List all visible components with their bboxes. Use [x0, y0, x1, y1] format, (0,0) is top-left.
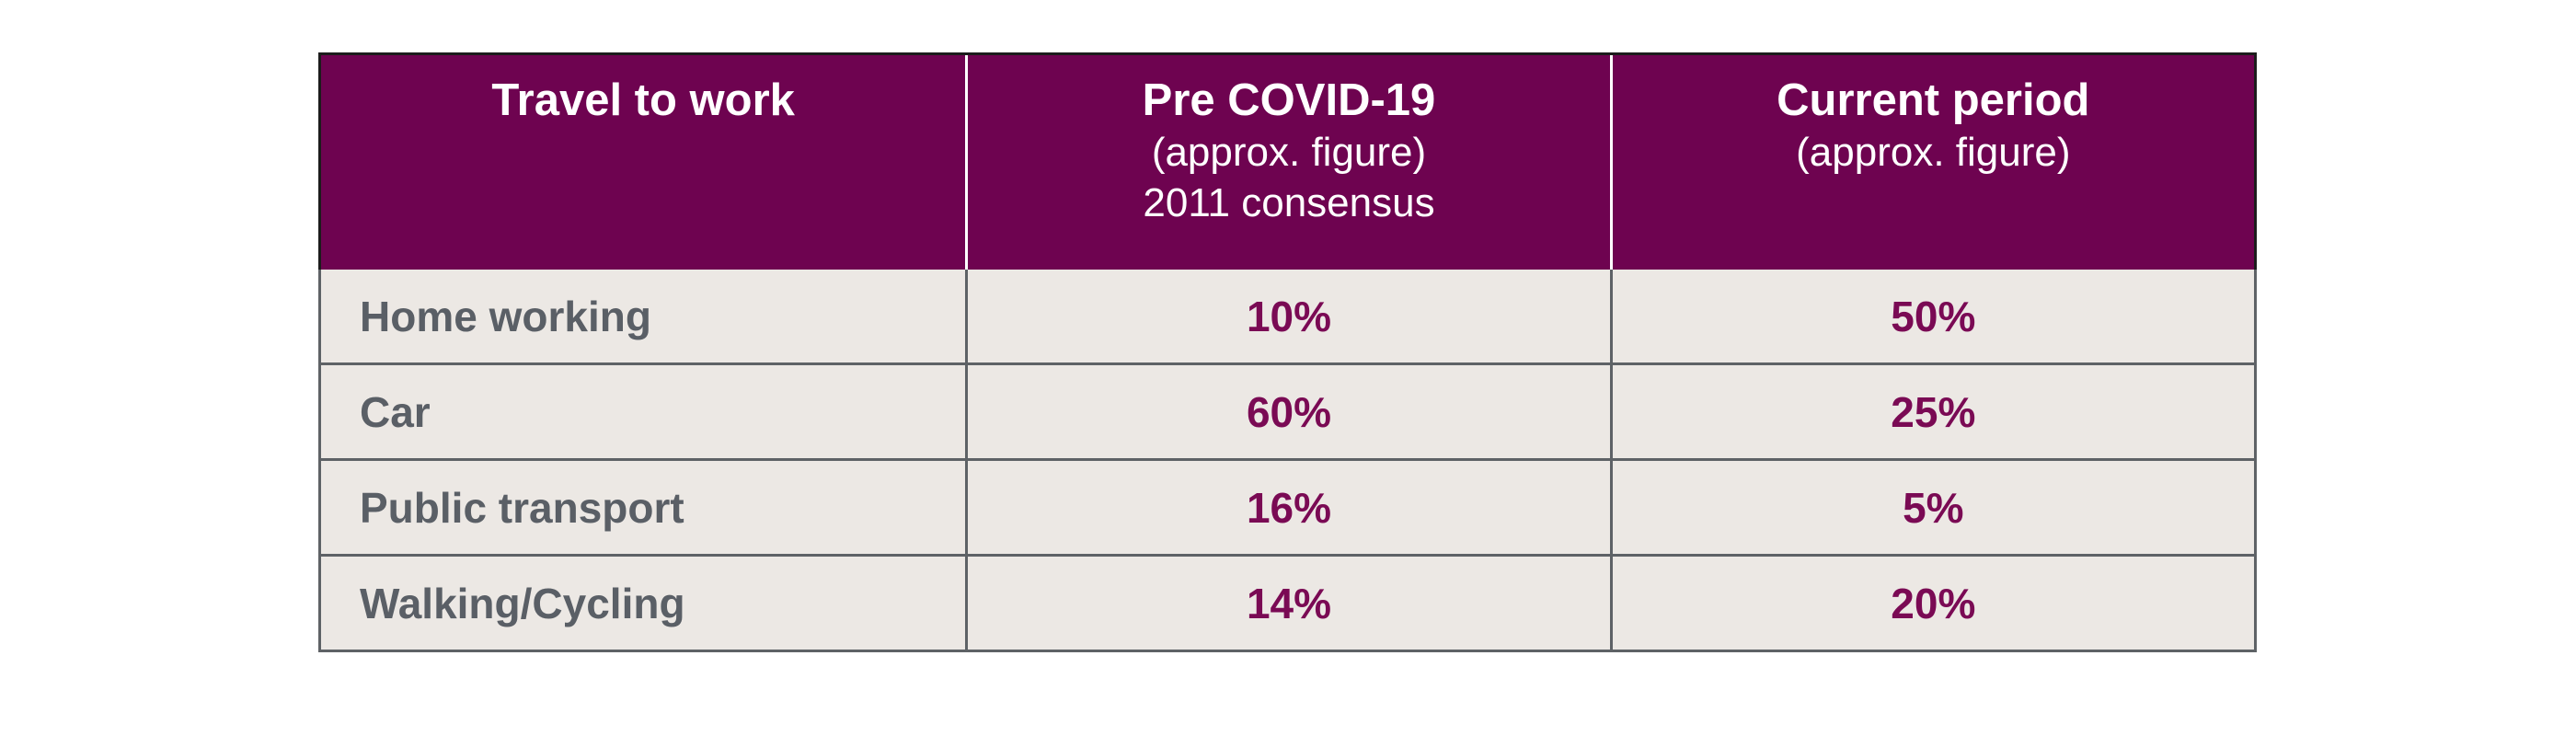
row-label: Car [360, 387, 431, 436]
travel-table: Travel to work Pre COVID-19 (approx. fig… [318, 52, 2257, 652]
current-period-value: 25% [1609, 365, 2254, 458]
current-period-value: 20% [1609, 557, 2254, 650]
table-row-car: Car 60% 25% [318, 365, 2257, 461]
row-label: Home working [360, 292, 651, 340]
current-period-value: 5% [1609, 461, 2254, 554]
table-row-walking-cycling: Walking/Cycling 14% 20% [318, 557, 2257, 652]
pre-covid-value: 10% [965, 270, 1609, 362]
pre-covid-value: 16% [965, 461, 1609, 554]
column-title-current-period: Current period [1777, 75, 2090, 125]
current-period-value: 50% [1609, 270, 2254, 362]
column-title-travel-to-work: Travel to work [491, 75, 795, 125]
column-subtitle2-pre-covid: 2011 consensus [1143, 180, 1435, 225]
table-header-row: Travel to work Pre COVID-19 (approx. fig… [318, 52, 2257, 270]
row-label: Walking/Cycling [360, 579, 685, 627]
header-cell-travel-to-work: Travel to work [321, 55, 965, 270]
column-title-pre-covid: Pre COVID-19 [1142, 75, 1436, 125]
pre-covid-value: 14% [965, 557, 1609, 650]
table-row-public-transport: Public transport 16% 5% [318, 461, 2257, 557]
column-subtitle-current-period: (approx. figure) [1796, 130, 2071, 175]
pre-covid-value: 60% [965, 365, 1609, 458]
table-row-home-working: Home working 10% 50% [318, 270, 2257, 365]
column-subtitle-pre-covid: (approx. figure) [1151, 130, 1427, 175]
header-cell-pre-covid: Pre COVID-19 (approx. figure) 2011 conse… [965, 55, 1609, 270]
header-cell-current-period: Current period (approx. figure) [1609, 55, 2254, 270]
row-label: Public transport [360, 483, 684, 532]
